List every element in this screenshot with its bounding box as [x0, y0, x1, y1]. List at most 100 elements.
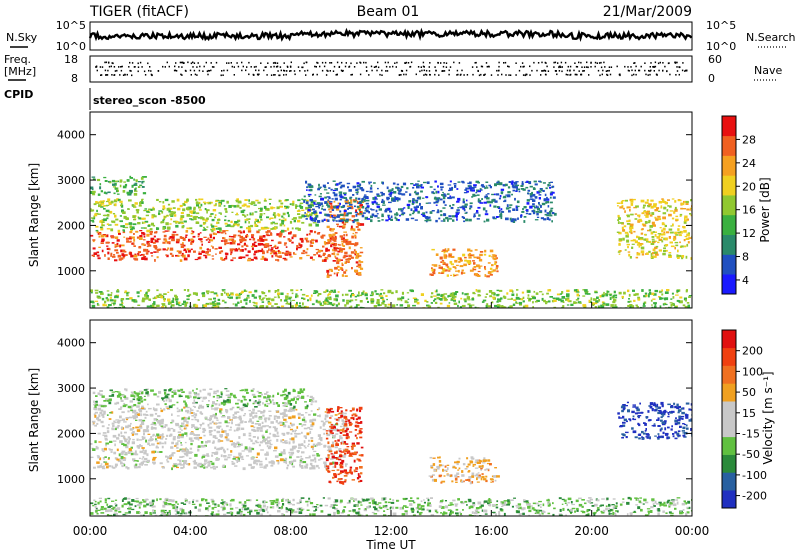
heatmap-cell-low-clutter — [90, 291, 93, 294]
freq-dot — [348, 65, 351, 68]
noise-tick-top-right: 10^5 — [706, 19, 736, 32]
heatmap-cell-grey-band — [108, 424, 110, 426]
heatmap-cell-grey-band — [320, 443, 323, 445]
heatmap-cell-main-band — [335, 257, 339, 259]
heatmap-cell-grey-band — [90, 456, 94, 458]
heatmap-cell-grey-band — [123, 431, 127, 434]
heatmap-cell-main-band — [301, 240, 304, 243]
heatmap-cell-upper-green-band — [277, 213, 279, 216]
heatmap-cell-upper-green-band — [211, 218, 215, 222]
heatmap-cell-main-band — [138, 246, 142, 249]
heatmap-cell-late-patch — [626, 243, 630, 246]
heatmap-cell-upper-green-band — [293, 217, 297, 220]
heatmap-cell-top-edge — [119, 179, 123, 183]
freq-dot — [190, 62, 193, 65]
heatmap-cell-upper-green-band — [257, 201, 261, 204]
freq-dot — [569, 69, 571, 72]
heatmap-cell-grey-band — [139, 410, 143, 413]
heatmap-cell-blue-upper — [462, 198, 465, 201]
heatmap-cell-blue-upper — [375, 202, 378, 205]
freq-dot — [248, 73, 250, 76]
heatmap-cell-main-band — [200, 240, 203, 243]
heatmap-cell-low-clutter — [333, 298, 337, 301]
heatmap-cell-main-band — [304, 237, 308, 240]
heatmap-cell-low-clutter — [659, 291, 663, 293]
heatmap-cell-late-patch — [662, 233, 666, 236]
heatmap-cell-upper-green-band — [289, 203, 292, 206]
heatmap-cell-main-band — [179, 259, 183, 262]
heatmap-cell-low-clutter — [102, 303, 105, 307]
heatmap-cell-blue-upper — [365, 202, 369, 205]
heatmap-cell-low-clutter — [424, 299, 427, 302]
heatmap-cell-grey-band — [183, 417, 187, 421]
heatmap-cell-main-band — [232, 235, 236, 238]
heatmap-cell-grey-band — [268, 415, 272, 417]
heatmap-cell-blue-upper — [323, 208, 326, 211]
heatmap-cell-grey-band — [261, 434, 265, 437]
heatmap-cell-late-patch — [618, 242, 621, 245]
heatmap-cell-blue-upper — [339, 193, 342, 196]
heatmap-cell-grey-band — [141, 436, 144, 438]
heatmap-cell-blue-upper — [319, 193, 322, 195]
heatmap-cell-upper-green-band — [92, 221, 95, 223]
heatmap-cell-upper-green-band — [246, 205, 250, 208]
heatmap-cell-main-band — [264, 246, 268, 248]
heatmap-cell-blue-upper — [361, 188, 365, 192]
heatmap-cell-grey-band — [195, 427, 199, 431]
heatmap-cell-main-band — [288, 232, 292, 235]
heatmap-cell-blobs — [432, 268, 436, 272]
heatmap-cell-mid-arc — [344, 262, 347, 264]
heatmap-cell-grey-band — [118, 453, 121, 457]
heatmap-cell-grey-band — [103, 410, 106, 414]
heatmap-cell-blue-upper — [391, 200, 394, 202]
heatmap-cell-low-clutter — [679, 296, 683, 299]
freq-dot — [654, 65, 657, 68]
heatmap-cell-top-edge — [141, 186, 145, 188]
heatmap-cell-grey-band — [124, 457, 127, 460]
heatmap-cell-upper-green-band — [236, 223, 240, 226]
freq-dot — [174, 65, 176, 68]
heatmap-cell-blue-upper — [332, 219, 336, 221]
heatmap-cell-upper-green-band — [206, 210, 208, 214]
freq-dot — [655, 73, 658, 76]
heatmap-cell-mid-arc — [355, 273, 359, 275]
heatmap-cell-grey-band — [177, 435, 181, 439]
heatmap-cell-blue-upper — [494, 183, 497, 187]
heatmap-cell-mid-arc — [341, 269, 344, 271]
heatmap-cell-blue-upper — [465, 218, 469, 222]
heatmap-cell-grey-band — [344, 412, 347, 415]
heatmap-cell-upper-green-band — [298, 216, 303, 219]
heatmap-cell-grey-band — [130, 406, 133, 409]
heatmap-cell-grey-band — [159, 462, 163, 465]
heatmap-cell-blue-upper — [525, 186, 529, 189]
heatmap-cell-low-clutter — [280, 292, 284, 295]
heatmap-cell-low-clutter — [536, 299, 540, 302]
heatmap-cell-main-band — [288, 253, 292, 256]
heatmap-cell-blobs — [462, 253, 466, 257]
heatmap-cell-blue-upper — [528, 213, 532, 215]
heatmap-cell-grey-band — [262, 439, 266, 442]
heatmap-cell-upper-green-band — [219, 229, 222, 232]
heatmap-cell-blue-upper — [533, 180, 537, 183]
heatmap-cell-top-edge — [99, 183, 102, 186]
heatmap-cell-main-band — [110, 236, 115, 239]
heatmap-cell-low-clutter — [612, 306, 615, 308]
heatmap-cell-mid-arc — [334, 244, 337, 246]
heatmap-cell-low-clutter — [370, 301, 374, 304]
heatmap-cell-low-clutter — [518, 298, 521, 300]
heatmap-cell-grey-band — [106, 430, 110, 434]
heatmap-cell-late-patch — [618, 238, 623, 241]
heatmap-cell-late-patch — [640, 199, 645, 203]
colorbar-swatch — [722, 274, 736, 295]
heatmap-cell-main-band — [261, 239, 265, 242]
heatmap-cell-grey-band — [289, 456, 292, 459]
heatmap-cell-blue-upper — [469, 202, 473, 205]
heatmap-cell-main-band — [92, 247, 96, 250]
heatmap-cell-blue-upper — [388, 217, 391, 220]
heatmap-cell-grey-band — [292, 441, 295, 444]
freq-dot — [480, 73, 482, 76]
heatmap-cell-blue-upper — [465, 199, 468, 202]
heatmap-cell-main-band — [251, 247, 254, 251]
heatmap-cell-low-clutter — [116, 289, 119, 292]
freq-dot — [476, 66, 478, 68]
